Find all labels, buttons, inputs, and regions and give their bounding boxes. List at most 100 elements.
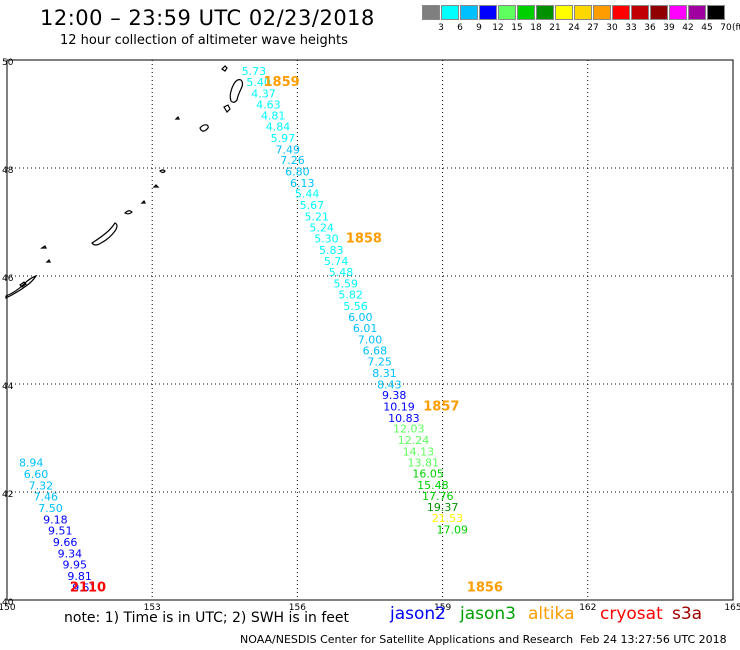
swh-value-jason3: 8.43 xyxy=(377,378,402,391)
swh-value-cryosat: 7.32 xyxy=(29,479,54,492)
colorbar-label: 27 xyxy=(587,23,599,33)
swh-value-jason3: 5.73 xyxy=(242,65,267,78)
axis-tick-labels: 150 153 156 159 162 165 40 42 44 46 48 50 xyxy=(0,58,740,613)
swh-value-jason3: 5.30 xyxy=(314,233,339,246)
x-tick-label: 162 xyxy=(579,603,596,613)
swh-value-cryosat: 8.94 xyxy=(19,457,44,470)
island-outline xyxy=(229,79,244,103)
colorbar-swatch xyxy=(688,5,706,20)
colorbar-label: 33 xyxy=(625,23,637,33)
swh-value-jason3: 17.09 xyxy=(437,524,469,537)
island-outline xyxy=(159,169,166,174)
x-tick-label: 156 xyxy=(289,603,306,613)
colorbar-swatch xyxy=(479,5,497,20)
swh-value-jason3: 14.13 xyxy=(403,445,435,458)
swh-value-cryosat: 9.18 xyxy=(43,513,68,526)
coastline xyxy=(5,65,244,299)
island-outline xyxy=(199,124,209,132)
colorbar-swatch xyxy=(498,5,516,20)
swh-value-jason3: 13.81 xyxy=(407,457,439,470)
swh-value-cryosat: 7.46 xyxy=(33,491,58,504)
swh-value-jason3: 5.56 xyxy=(343,300,368,313)
colorbar-swatch xyxy=(517,5,535,20)
colorbar-label: 70 xyxy=(720,23,732,33)
swh-value-jason3: 5.24 xyxy=(309,222,334,235)
colorbar-label: 45 xyxy=(701,23,713,33)
swh-value-jason3: 10.83 xyxy=(388,412,420,425)
colorbar-swatch xyxy=(536,5,554,20)
swh-value-jason3: 6.01 xyxy=(353,322,378,335)
colorbar-swatch xyxy=(669,5,687,20)
colorbar-label: 36 xyxy=(644,23,656,33)
y-tick-label: 42 xyxy=(2,490,13,500)
pass-time-label: 1858 xyxy=(346,232,382,247)
island-outline xyxy=(223,104,231,113)
swh-value-jason3: 6.13 xyxy=(290,177,315,190)
y-tick-label: 44 xyxy=(2,382,14,392)
x-tick-label: 159 xyxy=(434,603,451,613)
colorbar-swatch xyxy=(707,5,725,20)
data-labels: 5.735.404.374.634.814.845.977.497.266.80… xyxy=(19,65,503,595)
swh-value-jason3: 16.05 xyxy=(412,467,444,480)
swh-value-jason3: 5.74 xyxy=(324,255,349,268)
island-outline xyxy=(174,115,180,120)
grid-lines xyxy=(6,59,734,601)
colorbar-swatch xyxy=(593,5,611,20)
swh-value-jason3: 5.44 xyxy=(295,188,320,201)
swh-value-jason3: 5.83 xyxy=(319,244,344,257)
swh-value-jason3: 7.00 xyxy=(358,334,383,347)
colorbar-swatch xyxy=(612,5,630,20)
colorbar-swatch xyxy=(441,5,459,20)
colorbar-label: 30 xyxy=(606,23,618,33)
swh-value-cryosat: 9.34 xyxy=(58,547,83,560)
swh-value-jason3: 4.63 xyxy=(256,99,281,112)
colorbar-label: 39 xyxy=(663,23,675,33)
island-outline xyxy=(152,184,160,188)
generated-timestamp: Feb 24 13:27:56 UTC 2018 xyxy=(580,633,727,646)
y-tick-label: 40 xyxy=(2,598,14,608)
island-outline xyxy=(5,274,38,299)
swh-value-jason3: 6.68 xyxy=(363,344,388,357)
swh-value-jason3: 5.40 xyxy=(246,76,271,89)
pass-time-label: 2110 xyxy=(70,580,106,595)
swh-value-jason3: 9.38 xyxy=(382,389,407,402)
swh-value-jason3: 8.31 xyxy=(372,367,397,380)
swh-value-jason3: 6.80 xyxy=(285,166,310,179)
colorbar-swatch xyxy=(422,5,440,20)
swh-value-cryosat: 9.51 xyxy=(48,525,73,538)
swh-value-cryosat: 9.51 xyxy=(72,581,97,594)
island-outline xyxy=(19,281,27,288)
y-tick-label: 48 xyxy=(2,166,14,176)
swh-value-jason3: 10.19 xyxy=(383,400,415,413)
y-tick-label: 50 xyxy=(2,58,14,68)
x-tick-label: 150 xyxy=(0,603,16,613)
swh-value-jason3: 5.21 xyxy=(305,210,330,223)
swh-value-jason3: 21.53 xyxy=(432,512,464,525)
swh-value-jason3: 12.24 xyxy=(398,434,430,447)
swh-value-jason3: 4.81 xyxy=(261,109,286,122)
island-outline xyxy=(221,65,228,72)
colorbar-label: 6 xyxy=(457,23,463,33)
swh-value-jason3: 5.59 xyxy=(334,277,359,290)
swh-value-jason3: 4.84 xyxy=(266,121,291,134)
chart-title: 12:00 – 23:59 UTC 02/23/2018 xyxy=(40,6,375,30)
chart-subtitle: 12 hour collection of altimeter wave hei… xyxy=(60,33,348,48)
colorbar-unit: (ft) xyxy=(732,23,740,33)
colorbar-label: 42 xyxy=(682,23,694,33)
swh-value-jason3: 5.67 xyxy=(300,199,325,212)
colorbar-swatch xyxy=(631,5,649,20)
swh-value-jason3: 4.37 xyxy=(251,87,276,100)
colorbar-swatch xyxy=(574,5,592,20)
colorbar-label: 21 xyxy=(549,23,561,33)
colorbar-label: 18 xyxy=(530,23,542,33)
pass-time-label: 1857 xyxy=(423,399,459,414)
pass-time-label: 1856 xyxy=(467,580,503,595)
legend-jason3: jason3 xyxy=(460,604,516,624)
colorbar-swatch xyxy=(555,5,573,20)
colorbar-label: 12 xyxy=(492,23,504,33)
x-tick-label: 165 xyxy=(724,603,740,613)
credit-line: NOAA/NESDIS Center for Satellite Applica… xyxy=(240,633,574,646)
x-tick-label: 153 xyxy=(144,603,161,613)
